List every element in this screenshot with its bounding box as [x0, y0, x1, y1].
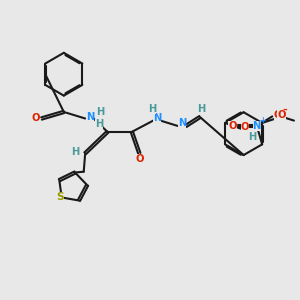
- Text: O: O: [241, 122, 249, 132]
- Text: O: O: [228, 121, 237, 131]
- Text: N: N: [86, 112, 94, 122]
- Text: O: O: [32, 113, 40, 124]
- Text: O: O: [274, 110, 283, 120]
- Text: S: S: [56, 193, 64, 202]
- Text: H: H: [148, 104, 156, 114]
- Text: H: H: [95, 118, 103, 128]
- Text: H: H: [249, 132, 257, 142]
- Text: N: N: [153, 112, 161, 123]
- Text: N: N: [253, 121, 261, 131]
- Text: +: +: [259, 116, 266, 125]
- Text: H: H: [197, 104, 206, 114]
- Text: O: O: [277, 110, 286, 120]
- Text: H: H: [97, 107, 105, 117]
- Text: O: O: [135, 154, 143, 164]
- Text: -: -: [283, 105, 287, 115]
- Text: H: H: [72, 147, 80, 157]
- Text: N: N: [178, 118, 186, 128]
